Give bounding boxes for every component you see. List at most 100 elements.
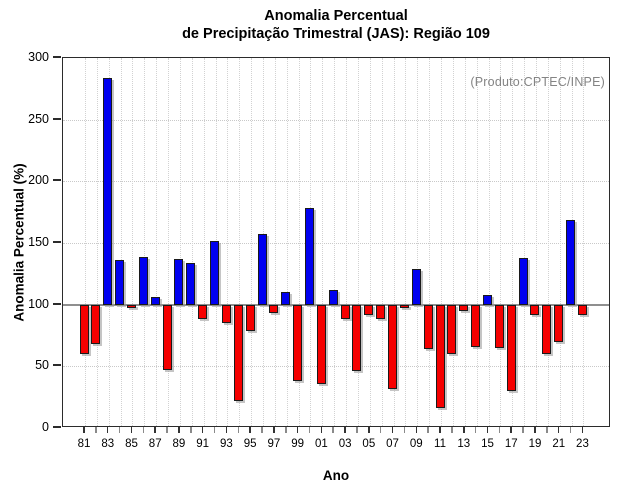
x-tick-label-03: 03 [338, 438, 352, 450]
v-gridline-20 [547, 58, 549, 426]
x-axis-title: Ano [322, 468, 350, 483]
x-tick-85 [130, 427, 133, 433]
v-gridline-87 [156, 58, 158, 426]
bar-1999 [293, 304, 303, 382]
x-tick-label-99: 99 [291, 438, 304, 450]
bar-2000 [304, 208, 314, 305]
x-tick-label-23: 23 [576, 438, 589, 450]
bar-2012 [447, 304, 457, 354]
x-tick-87 [154, 427, 156, 433]
bar-2009 [411, 268, 421, 305]
x-tick-82 [95, 427, 97, 433]
bar-2003 [340, 304, 350, 320]
produto-annotation: (Produto:CPTEC/INPE) [470, 75, 605, 89]
x-tick-01 [320, 427, 323, 433]
bar-1990 [186, 262, 196, 305]
x-tick-00 [308, 427, 311, 433]
bar-1997 [269, 304, 279, 314]
x-tick-93 [225, 427, 228, 433]
v-gridline-14 [476, 58, 478, 426]
v-gridline-95 [251, 58, 253, 426]
x-tick-96 [261, 427, 263, 433]
bar-1989 [174, 259, 184, 305]
y-tick-label-250: 250 [28, 111, 49, 126]
v-gridline-99 [298, 58, 300, 426]
x-tick-94 [237, 427, 240, 433]
x-tick-83 [106, 427, 109, 433]
x-tick-86 [142, 427, 145, 433]
bar-1988 [162, 304, 172, 371]
y-tick-label-300: 300 [28, 50, 49, 64]
v-gridline-23 [583, 58, 585, 426]
x-tick-label-05: 05 [362, 438, 376, 450]
v-gridline-19 [535, 58, 537, 426]
v-gridline-93 [227, 58, 229, 426]
h-gridline-50 [63, 366, 609, 368]
x-tick-90 [190, 427, 192, 433]
y-tick-300 [53, 56, 61, 58]
x-tick-label-15: 15 [481, 438, 494, 450]
bar-2006 [376, 304, 386, 320]
v-gridline-81 [85, 58, 86, 426]
v-gridline-89 [179, 58, 181, 426]
x-tick-97 [273, 427, 275, 433]
bar-2022 [566, 219, 576, 305]
bar-2008 [399, 304, 409, 309]
v-gridline-97 [274, 58, 276, 426]
x-tick-91 [201, 427, 204, 433]
bar-1982 [91, 304, 101, 345]
x-tick-23 [581, 427, 584, 433]
x-tick-label-21: 21 [552, 438, 566, 450]
plot-area: (Produto:CPTEC/INPE) [62, 57, 610, 427]
v-gridline-02 [334, 58, 336, 426]
h-gridline-150 [63, 243, 609, 244]
v-gridline-82 [96, 58, 98, 426]
bar-1983 [103, 77, 113, 305]
baseline-100-line [63, 303, 609, 306]
x-tick-label-89: 89 [172, 438, 186, 450]
v-gridline-12 [452, 58, 454, 426]
bar-1981 [79, 304, 89, 354]
x-tick-07 [391, 427, 394, 433]
x-tick-label-11: 11 [434, 438, 446, 450]
h-gridline-200 [63, 181, 609, 183]
v-gridline-88 [168, 58, 170, 426]
v-gridline-13 [464, 58, 466, 426]
bar-1998 [281, 292, 291, 305]
y-tick-label-200: 200 [28, 173, 49, 188]
x-tick-98 [285, 427, 287, 433]
y-tick-200 [53, 179, 61, 182]
bar-2004 [352, 304, 362, 372]
x-tick-20 [546, 427, 548, 433]
y-tick-0 [53, 426, 61, 428]
bar-1985 [126, 304, 136, 309]
x-tick-99 [296, 427, 299, 433]
x-tick-label-07: 07 [386, 438, 399, 450]
v-gridline-85 [132, 58, 134, 426]
x-tick-16 [498, 427, 501, 433]
x-tick-label-97: 97 [267, 438, 281, 450]
bar-2001 [316, 304, 326, 384]
chart-title-line2: de Precipitação Trimestral (JAS): Região… [182, 25, 490, 42]
bar-2017 [506, 304, 516, 391]
x-tick-label-19: 19 [528, 438, 542, 450]
bar-1984 [115, 260, 125, 305]
x-tick-22 [569, 427, 572, 433]
v-gridline-07 [393, 58, 395, 426]
x-tick-label-91: 91 [196, 438, 210, 450]
v-gridline-01 [322, 58, 324, 426]
v-gridline-04 [357, 58, 359, 426]
x-tick-88 [166, 427, 168, 433]
bar-2021 [554, 304, 564, 342]
v-gridline-05 [369, 58, 371, 426]
y-tick-label-50: 50 [35, 358, 49, 373]
y-tick-100 [53, 302, 61, 305]
v-gridline-11 [441, 58, 443, 426]
v-gridline-90 [191, 58, 193, 426]
v-gridline-18 [524, 58, 526, 426]
bar-2010 [423, 304, 433, 350]
x-tick-label-95: 95 [243, 438, 257, 450]
bar-2018 [518, 257, 528, 305]
x-tick-label-13: 13 [457, 438, 471, 450]
bar-1987 [150, 297, 160, 305]
